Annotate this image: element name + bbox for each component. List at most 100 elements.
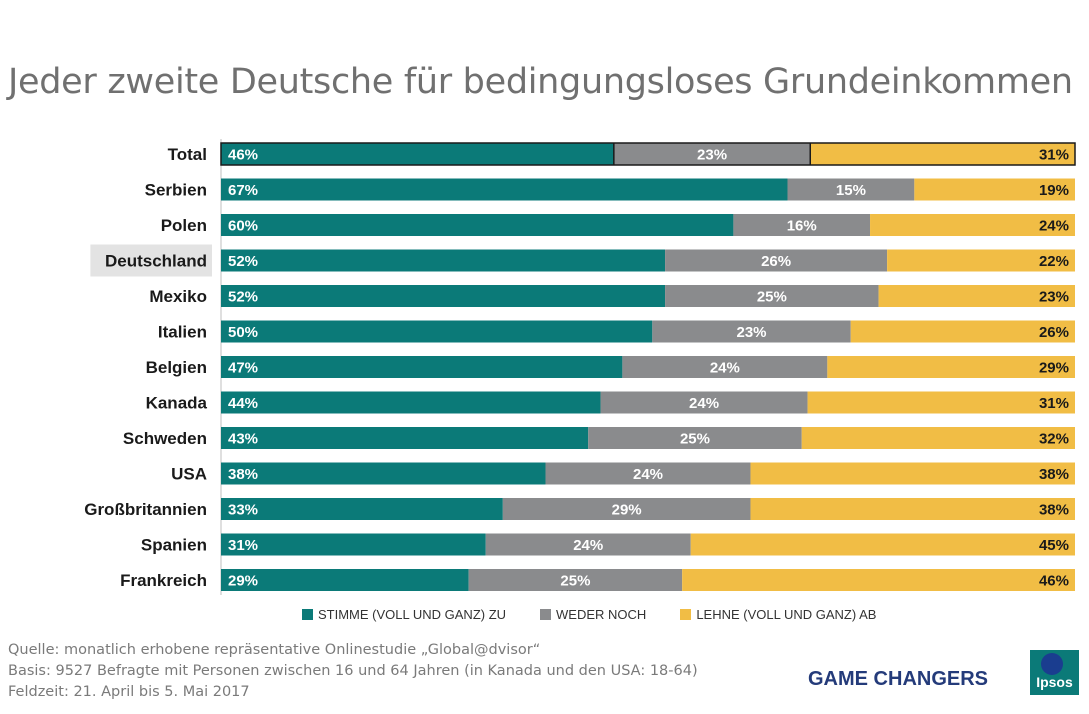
bar-agree-frankreich xyxy=(221,569,469,591)
bar-agree-belgien xyxy=(221,356,623,378)
data-label-disagree-kanada: 31% xyxy=(1039,395,1069,412)
bar-neutral-usa xyxy=(545,462,751,485)
data-label-disagree-belgien: 29% xyxy=(1039,360,1069,377)
bar-disagree-frankreich xyxy=(682,569,1075,591)
data-label-neutral-deutschland: 26% xyxy=(761,253,791,270)
bar-agree-großbritannien xyxy=(221,498,503,520)
data-label-agree-großbritannien: 33% xyxy=(228,502,258,519)
data-label-disagree-deutschland: 22% xyxy=(1039,253,1069,270)
bar-disagree-italien xyxy=(850,320,1075,343)
bar-disagree-total xyxy=(810,143,1075,165)
data-label-neutral-serbien: 15% xyxy=(836,182,866,199)
bar-neutral-polen xyxy=(733,214,871,236)
legend-label-disagree: LEHNE (VOLL UND GANZ) AB xyxy=(696,607,877,622)
data-label-disagree-schweden: 32% xyxy=(1039,431,1069,448)
bar-agree-spanien xyxy=(221,533,486,556)
data-label-agree-belgien: 47% xyxy=(228,360,258,377)
chart-legend: STIMME (VOLL UND GANZ) ZU WEDER NOCH LEH… xyxy=(302,607,876,622)
bar-disagree-deutschland xyxy=(887,249,1075,272)
bar-agree-serbien xyxy=(221,178,788,201)
data-label-disagree-mexiko: 23% xyxy=(1039,289,1069,306)
bar-neutral-schweden xyxy=(588,427,802,449)
data-label-neutral-total: 23% xyxy=(697,147,727,164)
data-label-disagree-usa: 38% xyxy=(1039,466,1069,483)
bar-agree-mexiko xyxy=(221,285,666,307)
source-line: Quelle: monatlich erhobene repräsentativ… xyxy=(8,642,541,658)
category-label-deutschland: Deutschland xyxy=(105,252,207,271)
data-label-agree-spanien: 31% xyxy=(228,537,258,554)
category-label-polen: Polen xyxy=(161,216,207,235)
ipsos-logo: Ipsos xyxy=(1030,650,1079,695)
ipsos-logo-text: Ipsos xyxy=(1036,674,1073,690)
category-label-großbritannien: Großbritannien xyxy=(84,500,207,519)
bar-agree-polen xyxy=(221,214,734,236)
bar-neutral-serbien xyxy=(787,178,915,201)
legend-swatch-neutral xyxy=(540,609,552,620)
game-changers-tagline: GAME CHANGERS xyxy=(808,668,989,690)
bar-agree-usa xyxy=(221,462,546,485)
data-label-neutral-frankreich: 25% xyxy=(560,573,590,590)
data-label-neutral-schweden: 25% xyxy=(680,431,710,448)
data-label-neutral-mexiko: 25% xyxy=(757,289,787,306)
legend-item-neutral: WEDER NOCH xyxy=(540,607,646,622)
data-label-agree-serbien: 67% xyxy=(228,182,258,199)
data-label-agree-italien: 50% xyxy=(228,324,258,341)
data-label-disagree-frankreich: 46% xyxy=(1039,573,1069,590)
data-label-disagree-serbien: 19% xyxy=(1039,182,1069,199)
bar-agree-italien xyxy=(221,320,653,343)
fieldwork-line: Feldzeit: 21. April bis 5. Mai 2017 xyxy=(8,684,250,700)
data-label-agree-usa: 38% xyxy=(228,466,258,483)
data-label-disagree-italien: 26% xyxy=(1039,324,1069,341)
data-label-agree-schweden: 43% xyxy=(228,431,258,448)
data-label-neutral-italien: 23% xyxy=(736,324,766,341)
data-label-disagree-total: 31% xyxy=(1039,147,1069,164)
bar-neutral-kanada xyxy=(600,391,808,414)
data-label-disagree-spanien: 45% xyxy=(1039,537,1069,554)
source-notes: Quelle: monatlich erhobene repräsentativ… xyxy=(8,640,698,703)
bar-neutral-spanien xyxy=(485,533,691,556)
bar-disagree-schweden xyxy=(801,427,1075,449)
highlight-label-bg xyxy=(90,244,212,277)
legend-item-disagree: LEHNE (VOLL UND GANZ) AB xyxy=(680,607,876,622)
data-label-agree-frankreich: 29% xyxy=(228,573,258,590)
data-label-neutral-spanien: 24% xyxy=(573,537,603,554)
data-label-neutral-usa: 24% xyxy=(633,466,663,483)
data-label-neutral-polen: 16% xyxy=(787,218,817,235)
category-label-schweden: Schweden xyxy=(123,429,207,448)
bar-neutral-großbritannien xyxy=(502,498,751,520)
category-label-usa: USA xyxy=(171,465,207,484)
bar-agree-total xyxy=(221,143,614,165)
bar-disagree-usa xyxy=(750,462,1075,485)
legend-swatch-disagree xyxy=(680,609,692,620)
category-label-total: Total xyxy=(168,145,207,164)
total-bar-outline xyxy=(220,142,1076,166)
data-label-disagree-großbritannien: 38% xyxy=(1039,502,1069,519)
data-label-agree-mexiko: 52% xyxy=(228,289,258,306)
bar-disagree-mexiko xyxy=(878,285,1075,307)
category-label-belgien: Belgien xyxy=(146,358,207,377)
bar-disagree-spanien xyxy=(690,533,1075,556)
data-label-disagree-polen: 24% xyxy=(1039,218,1069,235)
ipsos-logo-mark-icon xyxy=(1041,653,1063,675)
bar-disagree-großbritannien xyxy=(750,498,1075,520)
category-label-frankreich: Frankreich xyxy=(120,571,207,590)
bar-neutral-frankreich xyxy=(468,569,683,591)
category-label-mexiko: Mexiko xyxy=(149,287,207,306)
bar-neutral-belgien xyxy=(622,356,828,378)
bar-agree-kanada xyxy=(221,391,601,414)
bar-neutral-italien xyxy=(652,320,851,343)
bar-disagree-kanada xyxy=(807,391,1075,414)
data-label-neutral-kanada: 24% xyxy=(689,395,719,412)
data-label-agree-polen: 60% xyxy=(228,218,258,235)
legend-label-neutral: WEDER NOCH xyxy=(556,607,647,622)
bar-neutral-total xyxy=(613,143,811,165)
category-label-serbien: Serbien xyxy=(145,181,207,200)
data-label-agree-total: 46% xyxy=(228,147,258,164)
data-label-neutral-großbritannien: 29% xyxy=(612,502,642,519)
category-label-italien: Italien xyxy=(158,323,207,342)
data-label-neutral-belgien: 24% xyxy=(710,360,740,377)
bar-disagree-polen xyxy=(870,214,1075,236)
legend-label-agree: STIMME (VOLL UND GANZ) ZU xyxy=(318,607,507,622)
data-label-agree-kanada: 44% xyxy=(228,395,258,412)
legend-item-agree: STIMME (VOLL UND GANZ) ZU xyxy=(302,607,506,622)
